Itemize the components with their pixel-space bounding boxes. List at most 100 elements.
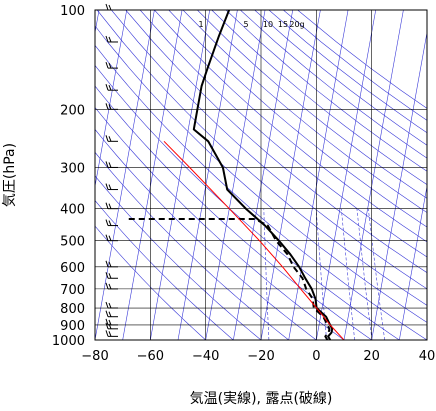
barb-flag	[108, 62, 112, 69]
y-tick-label: 600	[60, 261, 85, 276]
adiabat-line	[197, 10, 427, 199]
y-axis-title: 気圧(hPa)	[2, 143, 18, 207]
mixing-ratio-labels: 1 5 10 15 20g	[198, 20, 304, 29]
y-tick-label: 100	[60, 4, 85, 19]
isotherm-line	[177, 10, 238, 340]
wind-barbs	[105, 3, 118, 337]
x-axis-title: 気温(実線), 露点(破線)	[190, 391, 333, 407]
wind-barb	[105, 301, 118, 309]
isotherm-line	[122, 10, 183, 340]
barb-flag	[105, 322, 109, 329]
barb-flag	[108, 319, 112, 326]
adiabat-line	[225, 10, 427, 172]
wind-barb	[105, 318, 118, 326]
barb-flag	[105, 61, 109, 69]
barb-flag	[108, 261, 112, 267]
isotherm-line	[316, 10, 377, 340]
mixing-ratio-label: 15	[278, 20, 288, 29]
barb-flag	[105, 310, 109, 317]
adiabat-line	[95, 64, 400, 340]
series-layer	[127, 10, 345, 340]
barb-flag	[105, 301, 109, 309]
barb-flag	[108, 302, 112, 309]
mixing-ratio-line	[356, 208, 373, 340]
barb-flag	[105, 103, 109, 110]
adiabat-line	[139, 10, 427, 258]
y-tick-label: 700	[60, 283, 85, 298]
barb-flag	[108, 4, 112, 11]
barb-flag	[105, 234, 109, 241]
mixing-ratio-label: 20g	[289, 20, 304, 29]
barb-flag	[105, 260, 109, 267]
y-tick-label: 300	[60, 161, 85, 176]
mixing-ratio-label: 1	[198, 20, 203, 29]
x-tick-label: −20	[247, 349, 274, 364]
plot-frame	[94, 9, 428, 341]
barb-flag	[108, 104, 112, 110]
adiabat-line	[240, 10, 427, 159]
barb-flag	[108, 273, 112, 279]
x-tick-label: −40	[192, 349, 219, 364]
barb-flag	[108, 203, 112, 209]
isotherm-line	[399, 184, 427, 340]
wind-barb	[105, 330, 118, 337]
wind-barb	[105, 260, 118, 268]
x-tick-label: −80	[81, 349, 108, 364]
wind-barb	[105, 3, 118, 11]
barb-flag	[105, 202, 109, 209]
isotherm-line	[150, 10, 211, 340]
isotherm-line	[371, 30, 427, 340]
isotherm-line	[343, 10, 404, 340]
adiabat-line	[95, 151, 289, 340]
barb-flag	[105, 35, 109, 43]
adiabat-line	[95, 128, 317, 340]
barb-flag	[105, 3, 109, 11]
grid	[94, 9, 428, 341]
x-tick-label: 0	[312, 349, 320, 364]
adiabat-line	[95, 175, 262, 340]
adiabat-line	[95, 200, 234, 340]
adiabat-line	[154, 10, 427, 243]
adiabat-line	[111, 10, 427, 290]
wind-barb	[105, 282, 118, 290]
barb-flag	[105, 282, 109, 290]
barb-flag	[108, 283, 112, 290]
wind-barb	[105, 35, 118, 43]
barb-flag	[108, 85, 112, 91]
adiabat-line	[254, 10, 427, 146]
barb-flag	[108, 311, 112, 317]
isotherm-line	[95, 10, 128, 188]
adiabat-line	[125, 10, 427, 274]
parcel-line	[163, 140, 345, 340]
mixing-ratio-line	[341, 208, 355, 340]
wind-barb	[105, 310, 118, 318]
adiabat-line	[268, 10, 427, 134]
adiabat-line	[95, 44, 427, 340]
mixing-ratio-label: 5	[243, 20, 248, 29]
adiabat-line	[95, 25, 427, 323]
y-tick-label: 1000	[52, 334, 85, 349]
tick-labels: −80 −60 −40 −20 0 20 40 100 200 300 400 500 600 700 80…	[52, 4, 435, 364]
wind-barb	[105, 103, 118, 110]
wind-barb	[105, 219, 118, 227]
barb-flag	[105, 219, 109, 226]
y-tick-label: 400	[60, 203, 85, 218]
barb-flag	[105, 318, 109, 326]
barb-flag	[105, 330, 109, 337]
isotherm-line	[426, 338, 427, 340]
x-tick-label: −60	[137, 349, 164, 364]
wind-barb	[105, 202, 118, 210]
wind-barb	[105, 61, 118, 69]
adiabat-line	[168, 10, 427, 228]
y-tick-label: 200	[60, 103, 85, 118]
adiabat-line	[95, 85, 372, 340]
barb-flag	[108, 136, 112, 142]
wind-barb	[105, 84, 118, 91]
barb-flag	[108, 36, 112, 43]
adiabat-line	[182, 10, 427, 213]
wind-barb	[105, 272, 118, 279]
barb-flag	[105, 135, 109, 142]
barb-flag	[108, 331, 112, 337]
mixing-ratio-label: 10	[263, 20, 273, 29]
barb-flag	[105, 272, 109, 279]
